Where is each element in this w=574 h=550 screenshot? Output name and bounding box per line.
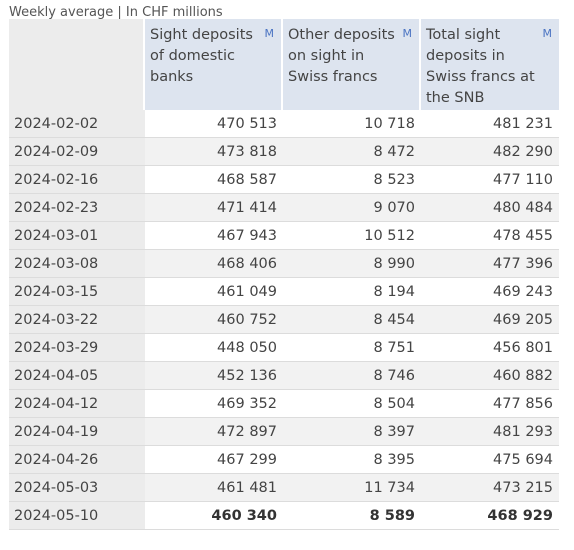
table-caption: Weekly average | In CHF millions bbox=[9, 5, 223, 20]
sight-deposits-table: Sight deposits of domestic banks M Other… bbox=[9, 19, 559, 530]
other-deposits-value-cell: 8 395 bbox=[283, 446, 421, 474]
other-deposits-value-cell: 8 990 bbox=[283, 250, 421, 278]
domestic-banks-value-cell: 470 513 bbox=[145, 110, 283, 138]
header-row: Sight deposits of domestic banks M Other… bbox=[9, 19, 559, 110]
table-row: 2024-05-03 461 481 11 734 473 215 bbox=[9, 474, 559, 502]
column-header-label: Other deposits on sight in Swiss francs bbox=[288, 27, 395, 85]
table-row: 2024-03-29 448 050 8 751 456 801 bbox=[9, 334, 559, 362]
column-header-label: Total sight deposits in Swiss francs at … bbox=[426, 27, 535, 106]
date-cell: 2024-02-09 bbox=[9, 138, 145, 166]
table-row: 2024-02-23 471 414 9 070 480 484 bbox=[9, 194, 559, 222]
total-sight-deposits-value-cell: 481 293 bbox=[421, 418, 559, 446]
date-cell: 2024-02-16 bbox=[9, 166, 145, 194]
total-sight-deposits-value-cell: 478 455 bbox=[421, 222, 559, 250]
total-sight-deposits-value-cell: 456 801 bbox=[421, 334, 559, 362]
other-deposits-value-cell: 11 734 bbox=[283, 474, 421, 502]
other-deposits-value-cell: 8 504 bbox=[283, 390, 421, 418]
date-cell: 2024-04-26 bbox=[9, 446, 145, 474]
domestic-banks-value-cell: 469 352 bbox=[145, 390, 283, 418]
total-sight-deposits-value-cell: 477 110 bbox=[421, 166, 559, 194]
table-row: 2024-04-19 472 897 8 397 481 293 bbox=[9, 418, 559, 446]
other-deposits-value-cell: 10 718 bbox=[283, 110, 421, 138]
domestic-banks-value-cell: 448 050 bbox=[145, 334, 283, 362]
table-row: 2024-03-15 461 049 8 194 469 243 bbox=[9, 278, 559, 306]
total-sight-deposits-value-cell: 460 882 bbox=[421, 362, 559, 390]
other-deposits-value-cell: 8 746 bbox=[283, 362, 421, 390]
domestic-banks-value-cell: 461 049 bbox=[145, 278, 283, 306]
total-sight-deposits-value-cell: 477 856 bbox=[421, 390, 559, 418]
other-deposits-value-cell: 8 751 bbox=[283, 334, 421, 362]
total-sight-deposits-value-cell: 481 231 bbox=[421, 110, 559, 138]
domestic-banks-value-cell: 467 299 bbox=[145, 446, 283, 474]
date-cell: 2024-02-02 bbox=[9, 110, 145, 138]
domestic-banks-value-cell: 472 897 bbox=[145, 418, 283, 446]
other-deposits-value-cell: 8 523 bbox=[283, 166, 421, 194]
total-sight-deposits-value-cell: 475 694 bbox=[421, 446, 559, 474]
table-row: 2024-02-02 470 513 10 718 481 231 bbox=[9, 110, 559, 138]
domestic-banks-value-cell: 468 587 bbox=[145, 166, 283, 194]
domestic-banks-value-cell: 467 943 bbox=[145, 222, 283, 250]
column-header-domestic-banks: Sight deposits of domestic banks M bbox=[145, 19, 283, 110]
column-header-other-deposits: Other deposits on sight in Swiss francs … bbox=[283, 19, 421, 110]
column-menu-link[interactable]: M bbox=[542, 27, 553, 40]
header-corner-cell bbox=[9, 19, 145, 110]
column-menu-link[interactable]: M bbox=[402, 27, 413, 40]
column-menu-link[interactable]: M bbox=[264, 27, 275, 40]
table-row: 2024-03-01 467 943 10 512 478 455 bbox=[9, 222, 559, 250]
column-header-label: Sight deposits of domestic banks bbox=[150, 27, 253, 85]
table-row: 2024-02-09 473 818 8 472 482 290 bbox=[9, 138, 559, 166]
total-sight-deposits-value-cell: 477 396 bbox=[421, 250, 559, 278]
date-cell: 2024-04-12 bbox=[9, 390, 145, 418]
date-cell: 2024-03-08 bbox=[9, 250, 145, 278]
other-deposits-value-cell: 9 070 bbox=[283, 194, 421, 222]
total-sight-deposits-value-cell: 469 205 bbox=[421, 306, 559, 334]
other-deposits-value-cell: 8 454 bbox=[283, 306, 421, 334]
date-cell: 2024-03-22 bbox=[9, 306, 145, 334]
table-row: 2024-02-16 468 587 8 523 477 110 bbox=[9, 166, 559, 194]
other-deposits-value-cell: 8 589 bbox=[283, 502, 421, 530]
table-body: 2024-02-02 470 513 10 718 481 231 2024-02-09… bbox=[9, 110, 559, 530]
date-cell: 2024-05-03 bbox=[9, 474, 145, 502]
column-header-total-sight-deposits: Total sight deposits in Swiss francs at … bbox=[421, 19, 559, 110]
date-cell: 2024-03-01 bbox=[9, 222, 145, 250]
domestic-banks-value-cell: 452 136 bbox=[145, 362, 283, 390]
date-cell: 2024-04-05 bbox=[9, 362, 145, 390]
total-sight-deposits-value-cell: 482 290 bbox=[421, 138, 559, 166]
total-sight-deposits-value-cell: 468 929 bbox=[421, 502, 559, 530]
total-sight-deposits-value-cell: 469 243 bbox=[421, 278, 559, 306]
table-row: 2024-05-10 460 340 8 589 468 929 bbox=[9, 502, 559, 530]
other-deposits-value-cell: 8 194 bbox=[283, 278, 421, 306]
date-cell: 2024-04-19 bbox=[9, 418, 145, 446]
other-deposits-value-cell: 10 512 bbox=[283, 222, 421, 250]
table-row: 2024-04-12 469 352 8 504 477 856 bbox=[9, 390, 559, 418]
domestic-banks-value-cell: 468 406 bbox=[145, 250, 283, 278]
date-cell: 2024-05-10 bbox=[9, 502, 145, 530]
table-row: 2024-03-22 460 752 8 454 469 205 bbox=[9, 306, 559, 334]
domestic-banks-value-cell: 473 818 bbox=[145, 138, 283, 166]
other-deposits-value-cell: 8 472 bbox=[283, 138, 421, 166]
table-row: 2024-04-26 467 299 8 395 475 694 bbox=[9, 446, 559, 474]
domestic-banks-value-cell: 461 481 bbox=[145, 474, 283, 502]
date-cell: 2024-03-29 bbox=[9, 334, 145, 362]
domestic-banks-value-cell: 471 414 bbox=[145, 194, 283, 222]
table-row: 2024-04-05 452 136 8 746 460 882 bbox=[9, 362, 559, 390]
other-deposits-value-cell: 8 397 bbox=[283, 418, 421, 446]
date-cell: 2024-02-23 bbox=[9, 194, 145, 222]
total-sight-deposits-value-cell: 473 215 bbox=[421, 474, 559, 502]
table-row: 2024-03-08 468 406 8 990 477 396 bbox=[9, 250, 559, 278]
domestic-banks-value-cell: 460 340 bbox=[145, 502, 283, 530]
domestic-banks-value-cell: 460 752 bbox=[145, 306, 283, 334]
total-sight-deposits-value-cell: 480 484 bbox=[421, 194, 559, 222]
date-cell: 2024-03-15 bbox=[9, 278, 145, 306]
